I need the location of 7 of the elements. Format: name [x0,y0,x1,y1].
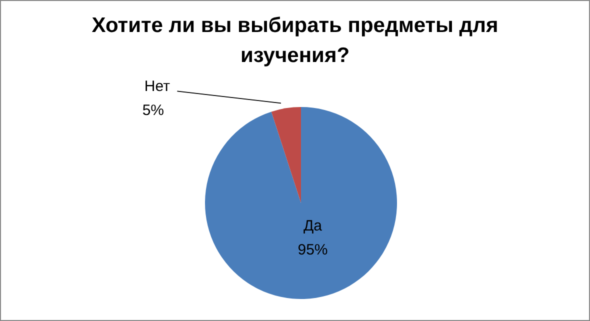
pie-slice [271,107,301,203]
data-label: 5% [142,102,164,120]
slice-label: Нет [144,78,170,96]
pie-slice [205,107,397,299]
data-label: 95% [298,242,328,259]
chart-title: Хотите ли вы выбирать предметы для изучения? [90,13,500,69]
slice-label: Да [304,218,323,235]
